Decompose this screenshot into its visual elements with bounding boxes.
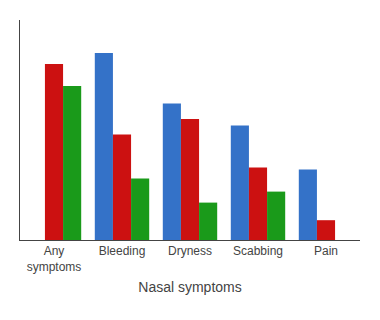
svg-text:Dryness: Dryness <box>168 244 212 258</box>
svg-text:Scabbing: Scabbing <box>233 244 283 258</box>
svg-text:Nasal symptoms: Nasal symptoms <box>138 279 241 295</box>
svg-text:Pain: Pain <box>314 244 338 258</box>
svg-text:Anysymptoms: Anysymptoms <box>27 244 82 274</box>
svg-text:Bleeding: Bleeding <box>99 244 146 258</box>
